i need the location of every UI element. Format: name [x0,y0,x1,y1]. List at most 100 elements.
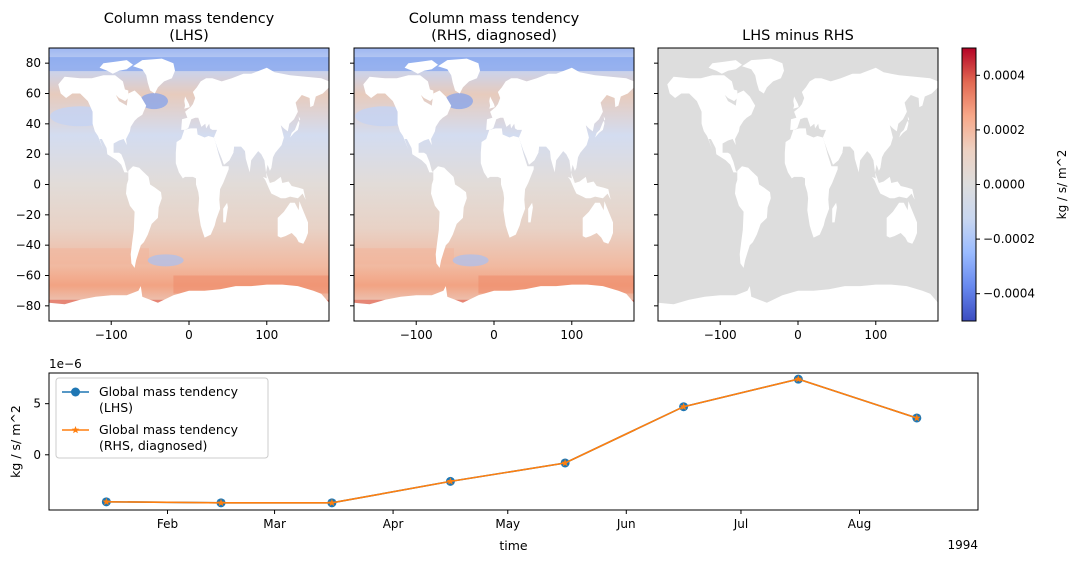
land-south-america [431,166,467,268]
legend-label: Global mass tendency (RHS, diagnosed) [99,422,239,453]
x-tick-label: May [495,517,520,531]
map-field [49,48,329,321]
map-title-line: Column mass tendency [104,11,275,27]
land-arabia [825,136,844,165]
map-panel-3: −100 0 100 LHS minus RHS [654,28,939,342]
map-title-line: Column mass tendency [409,11,580,27]
land-japan [595,116,606,138]
land-madagascar [223,202,228,223]
x-tick-label: 0 [490,328,498,342]
data-point [328,498,336,507]
legend-marker [71,426,80,434]
land-arctic-islands [708,60,742,74]
land-arabia [521,136,540,165]
x-tick-label: Mar [263,517,286,531]
data-point [217,498,225,507]
labrador-sea-feature [445,93,473,110]
colorbar-label: kg / s/ m^2 [1055,150,1069,220]
map-field [354,48,634,321]
x-tick-label: 100 [864,328,887,342]
land-greenland [742,58,784,94]
south-atlantic-feature [452,254,489,267]
land-japan [899,116,910,138]
data-point [679,402,688,410]
y-axis-label: kg / s/ m^2 [8,405,23,478]
land-indonesia [871,176,915,200]
land-north-america [58,75,147,173]
legend-label-line: (RHS, diagnosed) [99,438,207,453]
x-tick-label: Feb [157,517,178,531]
land-north-america [667,75,756,173]
map-panel-1: −100 0 100 80 60 40 20 0 −20 −40 −60 −80 Column mass… [16,11,330,342]
land-australia [582,201,613,244]
map-title-line: (RHS, diagnosed) [431,28,557,44]
data-point [913,414,921,422]
legend-box [55,377,269,459]
land-europe-asia [181,67,329,183]
timeseries-panel: Feb Mar Apr May Jun Jul Aug 5 0 1e−6 1994 time kg / … [8,357,979,553]
colorbar-tick-label: 0.0000 [983,178,1025,192]
x-tick-label: 0 [185,328,193,342]
x-axis-label: time [499,538,528,553]
land-south-america [735,166,771,268]
land-arabia [216,136,235,165]
map-title: Column mass tendency (LHS) [104,11,275,44]
land-africa [784,128,838,238]
land-uk [184,96,190,109]
y-tick-label: −40 [16,238,41,252]
legend: Global mass tendency (LHS)Global mass ten… [55,377,269,459]
x-tick-label: −100 [95,328,128,342]
data-point [561,459,569,467]
year-label: 1994 [947,538,978,552]
colorbar-tick-label: −0.0004 [983,287,1035,301]
land-australia [277,201,308,244]
legend-label: Global mass tendency (LHS) [99,384,239,415]
land-hudson-bay [420,88,434,102]
land-south-america [126,166,162,268]
colorbar-tick-label: 0.0004 [983,68,1025,82]
legend-label-line: Global mass tendency [99,384,239,399]
series-line [106,378,918,504]
land-antarctica [49,280,329,321]
south-atlantic-feature [147,254,184,267]
x-tick-label: 0 [794,328,802,342]
map-title: LHS minus RHS [742,28,854,44]
legend-label-line: (LHS) [99,400,133,415]
land-indonesia [567,176,611,200]
map-title-line: (LHS) [169,28,209,44]
y-tick-label: 20 [26,147,41,161]
x-tick-label: Apr [383,517,404,531]
data-point [446,477,455,485]
land-indonesia [262,176,306,200]
x-tick-label: 100 [255,328,278,342]
land-north-america [363,75,452,173]
y-tick-label: −60 [16,269,41,283]
y-tick-label: 0 [33,448,41,462]
y-tick-label: 80 [26,56,41,70]
land-arctic-islands [99,60,133,74]
south-pacific-band [354,248,454,265]
colorbar-tick-label: 0.0002 [983,123,1025,137]
legend-label-line: Global mass tendency [99,422,239,437]
x-tick-label: Jun [616,517,636,531]
land-uk [793,96,799,109]
colorbar-tick-label: −0.0002 [983,232,1035,246]
land-europe-asia [486,67,634,183]
x-tick-label: 100 [560,328,583,342]
land-madagascar [832,202,837,223]
y-offset-label: 1e−6 [49,357,82,371]
colorbar: 0.0004 0.0002 0.0000 −0.0002 −0.0004 kg / s/ … [961,47,1069,322]
map-panel-2: −100 0 100 Column mass tendency (RHS, diagno… [350,11,635,342]
land-arctic-islands [404,60,438,74]
x-tick-label: Aug [848,517,871,531]
colorbar-gradient [961,47,977,322]
south-pacific-band [49,248,149,265]
series-rhs [102,375,921,507]
data-point [794,375,803,383]
land-hudson-bay [724,88,738,102]
map-title: Column mass tendency (RHS, diagnosed) [409,11,580,44]
land-africa [480,128,534,238]
land-australia [886,201,917,244]
legend-marker [71,387,80,397]
arctic-band [49,57,329,72]
